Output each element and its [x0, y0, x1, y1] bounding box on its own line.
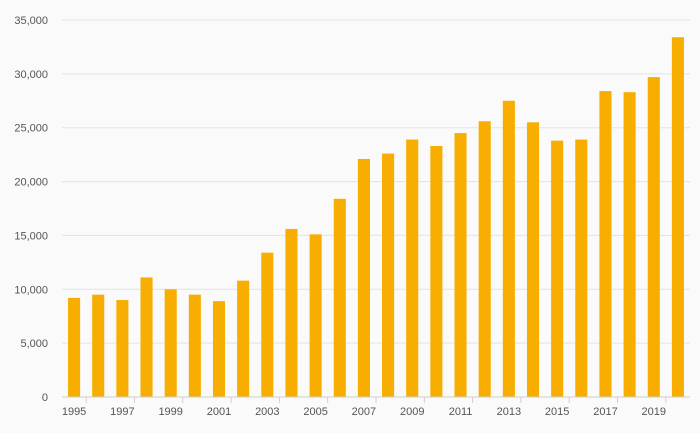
bar-1996 [92, 294, 105, 397]
x-tick-label: 2017 [593, 406, 617, 418]
x-tick-label: 1995 [62, 406, 86, 418]
bar-2020 [671, 37, 684, 398]
y-tick-label: 15,000 [14, 230, 48, 242]
bar-2003 [261, 252, 274, 397]
x-axis-tick-labels: 1995 1997 1999 2001 2003 2005 2007 2009 2011 2013… [62, 406, 666, 418]
bars [68, 37, 684, 398]
bar-1998 [140, 277, 153, 397]
x-tick-label: 2013 [497, 406, 521, 418]
y-axis-tick-labels: 0 5,000 10,000 15,000 20,000 25,000 30,000 35,0… [14, 15, 48, 404]
x-tick-label: 2015 [545, 406, 569, 418]
gridlines [62, 19, 690, 344]
bar-2002 [237, 280, 250, 397]
bar-2001 [212, 301, 226, 397]
x-tick-label: 2007 [352, 406, 376, 418]
bar-2008 [382, 153, 395, 397]
bar-2018 [623, 92, 636, 397]
bar-1999 [164, 289, 177, 397]
bar-2010 [430, 146, 443, 397]
bar-2014 [526, 122, 540, 397]
bar-2013 [502, 100, 515, 398]
bar-2017 [599, 91, 612, 397]
bar-2004 [285, 228, 298, 397]
y-tick-label: 20,000 [14, 177, 48, 189]
x-tick-label: 2005 [303, 406, 327, 418]
x-tick-label: 1999 [158, 406, 182, 418]
y-tick-label: 5,000 [20, 338, 48, 350]
bar-2006 [333, 198, 346, 397]
y-tick-label: 35,000 [14, 15, 48, 27]
y-tick-label: 10,000 [14, 284, 48, 296]
bar-1997 [116, 300, 129, 397]
y-tick-label: 30,000 [14, 69, 48, 81]
bar-2000 [188, 294, 201, 397]
bar-2009 [406, 139, 419, 397]
x-tick-label: 2019 [642, 406, 666, 418]
x-tick-label: 2001 [207, 406, 231, 418]
x-tick-label: 2003 [255, 406, 279, 418]
bar-2016 [575, 139, 588, 397]
y-tick-label: 0 [42, 392, 48, 404]
x-tick-label: 2009 [400, 406, 424, 418]
x-tick-label: 2011 [449, 406, 473, 418]
x-tick-label: 1997 [110, 406, 134, 418]
bar-1995 [68, 297, 81, 397]
bar-2012 [478, 121, 491, 397]
bar-2019 [647, 77, 660, 398]
bar-2005 [309, 234, 322, 397]
bar-2015 [551, 140, 564, 397]
y-tick-label: 25,000 [14, 123, 48, 135]
bar-2007 [357, 158, 370, 397]
axes [62, 396, 690, 403]
bar-2011 [454, 133, 467, 397]
